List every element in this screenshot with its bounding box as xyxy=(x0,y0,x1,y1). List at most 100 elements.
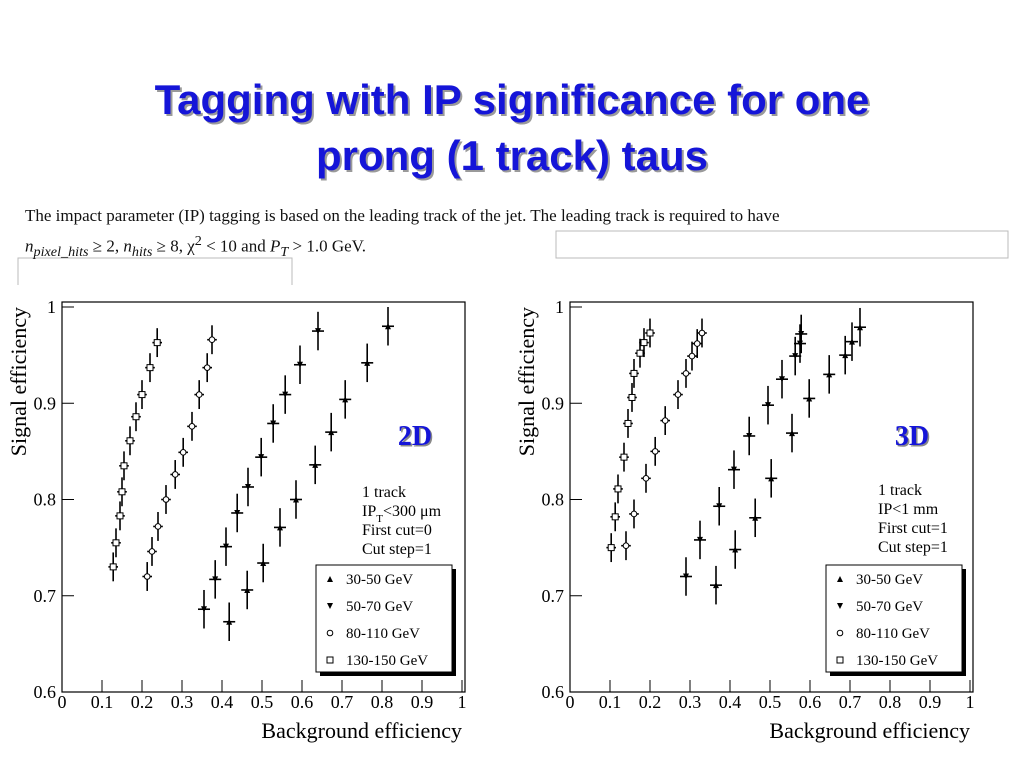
marker xyxy=(836,629,844,637)
x-tick-label: 0.8 xyxy=(879,692,902,712)
x-tick-label: 0.9 xyxy=(411,692,434,712)
note-part: 1 track xyxy=(362,484,406,501)
plot-label: 2D xyxy=(399,423,433,454)
marker xyxy=(223,543,229,550)
x-axis-label: Background efficiency xyxy=(261,718,462,743)
x-tick-label: 0.5 xyxy=(251,692,274,712)
marker xyxy=(385,323,391,330)
legend-label: 80-110 GeV xyxy=(856,626,930,642)
note: First cut=1 xyxy=(878,520,948,537)
marker xyxy=(327,603,333,609)
note: 1 track xyxy=(878,482,922,499)
x-tick-label: 0.2 xyxy=(639,692,662,712)
marker xyxy=(328,429,335,436)
marker xyxy=(342,396,349,403)
y-axis-label: Signal efficiency xyxy=(514,307,539,456)
note-part: Cut step=1 xyxy=(878,539,948,556)
title-shadow: Tagging with IP significance for one xyxy=(157,78,872,125)
empty-box xyxy=(555,230,1009,259)
note-part: First cut=0 xyxy=(362,522,432,539)
math: P xyxy=(269,236,281,256)
plot-label: 3D xyxy=(895,421,929,452)
marker xyxy=(746,432,753,439)
math: n xyxy=(25,236,34,256)
marker xyxy=(162,496,170,503)
note: IPT<300 μm xyxy=(362,503,442,525)
y-tick-label: 0.6 xyxy=(34,682,57,702)
y-tick-label: 0.8 xyxy=(34,490,57,510)
marker xyxy=(120,462,128,470)
note-part: IP xyxy=(362,503,376,520)
math: pixel_hits xyxy=(33,244,89,261)
marker xyxy=(203,364,211,371)
marker xyxy=(153,339,161,347)
marker xyxy=(646,329,654,337)
y-tick-label: 0.7 xyxy=(34,586,57,606)
x-tick-label: 0.6 xyxy=(799,692,822,712)
x-tick-label: 0.9 xyxy=(919,692,942,712)
y-tick-label: 0.9 xyxy=(542,393,565,413)
y-tick-label: 0.8 xyxy=(542,490,565,510)
marker xyxy=(732,546,739,553)
note: 1 track xyxy=(362,484,406,501)
marker xyxy=(116,512,124,520)
marker xyxy=(731,466,737,473)
x-tick-label: 0.3 xyxy=(679,692,702,712)
marker xyxy=(112,539,120,547)
marker xyxy=(683,573,689,580)
marker xyxy=(630,510,638,518)
note-part: T xyxy=(376,513,383,525)
legend-label: 130-150 GeV xyxy=(856,653,938,669)
marker xyxy=(312,461,319,468)
marker xyxy=(297,361,303,368)
marker xyxy=(132,413,140,421)
marker xyxy=(270,420,277,427)
marker xyxy=(837,576,843,582)
plot-frame xyxy=(61,301,466,693)
marker xyxy=(146,364,154,372)
y-tick-label: 0.7 xyxy=(542,586,565,606)
marker xyxy=(315,328,321,335)
note: Cut step=1 xyxy=(878,539,948,556)
note: First cut=0 xyxy=(362,522,432,539)
marker xyxy=(849,338,855,345)
marker xyxy=(326,656,334,664)
marker xyxy=(620,453,628,461)
x-tick-label: 0.2 xyxy=(131,692,154,712)
marker xyxy=(179,449,187,456)
marker xyxy=(697,536,703,543)
plot-frame xyxy=(569,301,974,693)
x-tick-label: 0.7 xyxy=(331,692,354,712)
x-tick-label: 0 xyxy=(566,692,575,712)
marker xyxy=(698,329,706,337)
marker xyxy=(327,576,333,582)
legend-label: 80-110 GeV xyxy=(346,626,420,642)
marker xyxy=(260,560,267,567)
x-tick-label: 0.1 xyxy=(599,692,622,712)
marker xyxy=(624,419,632,427)
x-tick-label: 0.7 xyxy=(839,692,862,712)
marker xyxy=(837,603,843,609)
plot-label: 2D xyxy=(398,421,432,452)
marker xyxy=(326,629,334,637)
marker xyxy=(226,618,233,625)
marker xyxy=(765,402,771,409)
marker xyxy=(826,371,833,378)
legend-label: 30-50 GeV xyxy=(346,572,413,588)
marker xyxy=(674,391,682,398)
x-tick-label: 0.5 xyxy=(759,692,782,712)
note-part: Cut step=1 xyxy=(362,541,432,558)
marker xyxy=(143,573,151,580)
marker xyxy=(171,471,179,478)
marker xyxy=(234,509,241,516)
math: > 1.0 GeV. xyxy=(288,236,366,256)
note-part: <300 μm xyxy=(383,503,442,520)
title: Tagging with IP significance for one xyxy=(155,76,870,123)
note: Cut step=1 xyxy=(362,541,432,558)
x-axis-label: Background efficiency xyxy=(769,718,970,743)
marker xyxy=(636,349,644,357)
marker xyxy=(651,448,659,455)
legend-label: 30-50 GeV xyxy=(856,572,923,588)
